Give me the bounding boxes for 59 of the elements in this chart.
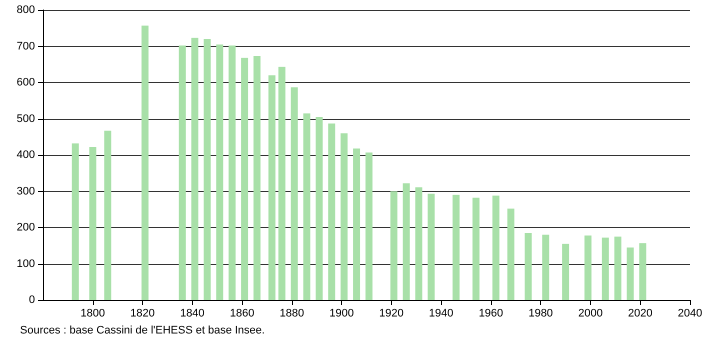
bar — [415, 187, 422, 300]
y-tick-label: 400 — [16, 149, 35, 161]
x-tick-label: 1880 — [280, 308, 304, 320]
x-tick-label: 1860 — [230, 308, 254, 320]
x-tick-label: 1940 — [428, 308, 454, 320]
bar — [228, 46, 236, 300]
bar — [390, 191, 398, 300]
bar — [602, 238, 609, 300]
x-tick-label: 1820 — [130, 308, 155, 320]
bar — [303, 113, 310, 300]
y-tick-label: 100 — [16, 258, 35, 270]
bar — [626, 247, 634, 300]
bar — [278, 66, 286, 300]
bar — [290, 87, 298, 300]
bar — [241, 58, 248, 300]
bar — [191, 38, 198, 300]
bar — [316, 116, 323, 300]
x-tick-label: 2020 — [628, 308, 652, 320]
x-tick-label: 2040 — [678, 308, 702, 320]
bar — [452, 194, 460, 300]
bar — [507, 208, 514, 300]
y-tick-label: 700 — [16, 40, 35, 52]
bar — [639, 243, 646, 300]
y-tick-label: 800 — [16, 4, 35, 16]
bar — [89, 147, 96, 300]
x-tick-label: 1800 — [80, 308, 106, 320]
x-tick-label: 1960 — [478, 308, 504, 320]
bar — [142, 26, 149, 300]
bar — [353, 148, 360, 300]
x-tick-label: 1900 — [329, 308, 354, 320]
bar — [216, 44, 224, 300]
bar — [542, 234, 550, 300]
bar — [340, 133, 348, 300]
source-note: Sources : base Cassini de l'EHESS et base Insee. — [20, 324, 265, 336]
x-tick-label: 1980 — [528, 308, 553, 320]
x-tick-label: 1840 — [180, 308, 205, 320]
bar — [562, 244, 570, 300]
bar — [178, 46, 186, 300]
bar — [104, 130, 112, 300]
bar — [328, 123, 336, 300]
y-tick-label: 500 — [16, 112, 35, 125]
bar — [428, 194, 435, 300]
x-tick-label: 1920 — [379, 308, 404, 320]
bar — [492, 196, 500, 300]
y-tick-label: 0 — [28, 294, 35, 306]
bar — [472, 198, 480, 300]
y-tick-label: 200 — [16, 222, 35, 234]
bar — [402, 183, 410, 300]
bar — [72, 143, 79, 300]
bar — [614, 236, 622, 300]
x-tick-label: 2000 — [578, 308, 603, 320]
bar — [524, 232, 532, 300]
bar — [254, 56, 261, 300]
y-tick-label: 300 — [16, 185, 35, 198]
bar — [365, 152, 372, 300]
bar — [268, 75, 276, 300]
y-tick-label: 600 — [16, 76, 35, 88]
bar — [204, 39, 211, 300]
bar — [584, 235, 592, 300]
